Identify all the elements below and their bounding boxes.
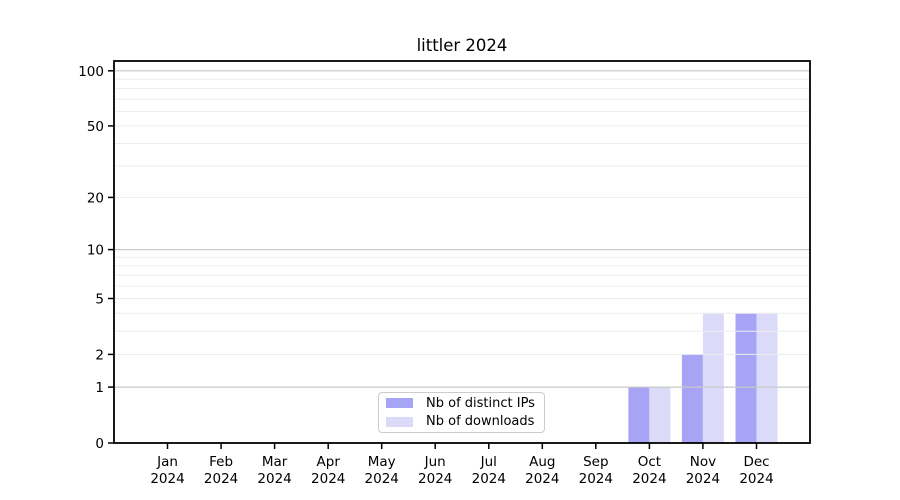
bar [735, 313, 757, 443]
x-tick-label-year: 2024 [204, 471, 238, 487]
x-tick-label-month: Oct [638, 454, 661, 470]
bar [681, 354, 703, 443]
bar [628, 387, 650, 443]
axes-spines [113, 60, 811, 444]
bar [756, 313, 778, 443]
legend-label-downloads: Nb of downloads [426, 414, 535, 430]
y-tick-label: 100 [78, 64, 104, 80]
x-tick-label-month: Jun [424, 454, 446, 470]
x-tick-label-year: 2024 [418, 471, 452, 487]
x-tick-label-year: 2024 [257, 471, 291, 487]
x-tick-label-year: 2024 [686, 471, 720, 487]
bar [702, 313, 724, 443]
legend-swatch-downloads [386, 416, 413, 427]
x-tick-label-year: 2024 [311, 471, 345, 487]
x-tick-label-month: Apr [317, 454, 341, 470]
y-tick-label: 1 [95, 380, 104, 396]
chart-title: littler 2024 [416, 36, 508, 55]
y-tick-label: 20 [87, 190, 104, 206]
x-tick-label-month: Nov [690, 454, 716, 470]
x-tick-label-year: 2024 [579, 471, 613, 487]
legend-swatch-distinct-ips [386, 398, 413, 409]
x-tick-label-month: Dec [743, 454, 769, 470]
bar [649, 387, 671, 443]
x-tick-label-year: 2024 [632, 471, 666, 487]
x-tick-label-month: May [368, 454, 396, 470]
x-tick-label-month: Sep [583, 454, 608, 470]
x-tick-label-month: Jan [156, 454, 178, 470]
y-tick-label: 10 [87, 243, 104, 259]
x-tick-label-month: Aug [529, 454, 555, 470]
x-tick-label-month: Feb [209, 454, 233, 470]
x-tick-label-year: 2024 [472, 471, 506, 487]
y-tick-label: 0 [95, 436, 104, 452]
x-tick-label-year: 2024 [739, 471, 773, 487]
legend-item-downloads: Nb of downloads [386, 414, 544, 430]
legend: Nb of distinct IPs Nb of downloads [378, 392, 545, 433]
x-tick-label-year: 2024 [365, 471, 399, 487]
legend-item-distinct-ips: Nb of distinct IPs [386, 395, 544, 411]
x-tick-label-month: Jul [480, 454, 497, 470]
x-tick-label-year: 2024 [525, 471, 559, 487]
x-tick-label-year: 2024 [150, 471, 184, 487]
y-tick-label: 2 [95, 347, 104, 363]
y-tick-label: 50 [87, 119, 104, 135]
y-tick-label: 5 [95, 292, 104, 308]
legend-label-distinct-ips: Nb of distinct IPs [426, 395, 535, 411]
x-tick-label-month: Mar [262, 454, 288, 470]
